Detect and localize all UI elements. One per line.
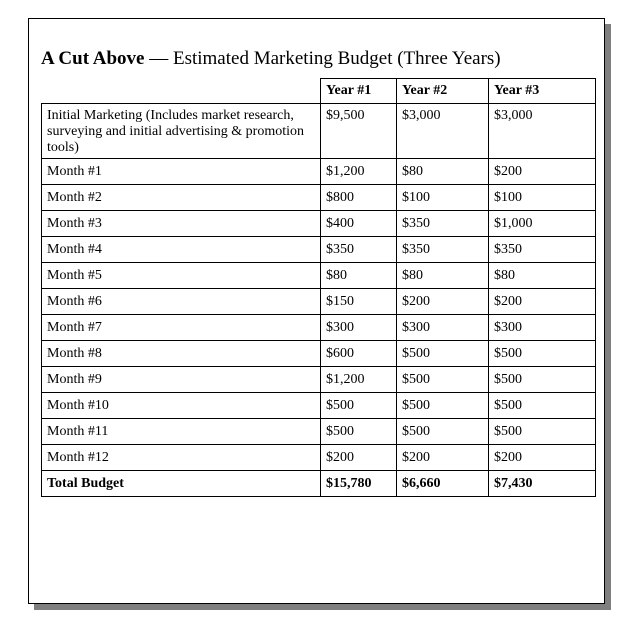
cell-value: $500 [488,366,596,393]
row-label: Month #4 [41,236,321,263]
cell-value: $500 [488,340,596,367]
cell-value: $350 [396,210,489,237]
cell-value: $600 [320,340,397,367]
cell-value: $200 [320,444,397,471]
cell-value: $500 [396,366,489,393]
row-label: Month #2 [41,184,321,211]
row-label: Month #8 [41,340,321,367]
table-row: Month #10 $500 $500 $500 [41,392,596,419]
cell-value: $800 [320,184,397,211]
total-value: $6,660 [396,470,489,497]
row-label: Month #12 [41,444,321,471]
row-label: Month #1 [41,158,321,185]
column-header: Year #3 [488,78,596,104]
cell-value: $500 [488,392,596,419]
table-row: Month #3 $400 $350 $1,000 [41,210,596,237]
column-header: Year #2 [396,78,489,104]
table-row: Month #2 $800 $100 $100 [41,184,596,211]
cell-value: $80 [488,262,596,289]
cell-value: $300 [320,314,397,341]
cell-value: $200 [488,444,596,471]
row-label: Month #9 [41,366,321,393]
table-row: Month #8 $600 $500 $500 [41,340,596,367]
cell-value: $200 [488,288,596,315]
cell-value: $3,000 [488,103,596,159]
cell-value: $1,000 [488,210,596,237]
cell-value: $500 [488,418,596,445]
cell-value: $350 [320,236,397,263]
row-label: Month #5 [41,262,321,289]
row-label: Month #7 [41,314,321,341]
cell-value: $80 [396,262,489,289]
total-value: $7,430 [488,470,596,497]
header-blank-cell [41,78,321,104]
row-label: Month #3 [41,210,321,237]
table-row: Month #4 $350 $350 $350 [41,236,596,263]
cell-value: $1,200 [320,158,397,185]
cell-value: $200 [396,288,489,315]
cell-value: $1,200 [320,366,397,393]
row-label: Month #6 [41,288,321,315]
cell-value: $3,000 [396,103,489,159]
brand-name: A Cut Above [41,48,145,69]
total-label: Total Budget [41,470,321,497]
table-row: Month #7 $300 $300 $300 [41,314,596,341]
row-label: Initial Marketing (Includes market resea… [41,103,321,159]
cell-value: $350 [488,236,596,263]
cell-value: $80 [396,158,489,185]
total-row: Total Budget $15,780 $6,660 $7,430 [41,470,596,497]
cell-value: $9,500 [320,103,397,159]
cell-value: $350 [396,236,489,263]
budget-table: Year #1 Year #2 Year #3 Initial Marketin… [41,78,596,497]
document-title: A Cut Above — Estimated Marketing Budget… [41,48,501,70]
table-row: Month #12 $200 $200 $200 [41,444,596,471]
title-text: — Estimated Marketing Budget (Three Year… [144,48,501,69]
table-row: Month #6 $150 $200 $200 [41,288,596,315]
cell-value: $500 [320,418,397,445]
document-page: A Cut Above — Estimated Marketing Budget… [28,18,605,604]
table-row: Month #5 $80 $80 $80 [41,262,596,289]
table-row: Month #1 $1,200 $80 $200 [41,158,596,185]
table-row: Month #11 $500 $500 $500 [41,418,596,445]
row-label: Month #10 [41,392,321,419]
cell-value: $300 [396,314,489,341]
table-row-initial-marketing: Initial Marketing (Includes market resea… [41,103,596,159]
table-row: Month #9 $1,200 $500 $500 [41,366,596,393]
cell-value: $200 [488,158,596,185]
cell-value: $80 [320,262,397,289]
cell-value: $500 [396,418,489,445]
cell-value: $150 [320,288,397,315]
cell-value: $400 [320,210,397,237]
header-row: Year #1 Year #2 Year #3 [41,78,596,104]
cell-value: $500 [320,392,397,419]
total-value: $15,780 [320,470,397,497]
row-label: Month #11 [41,418,321,445]
cell-value: $300 [488,314,596,341]
cell-value: $500 [396,340,489,367]
cell-value: $200 [396,444,489,471]
cell-value: $100 [396,184,489,211]
column-header: Year #1 [320,78,397,104]
cell-value: $100 [488,184,596,211]
cell-value: $500 [396,392,489,419]
